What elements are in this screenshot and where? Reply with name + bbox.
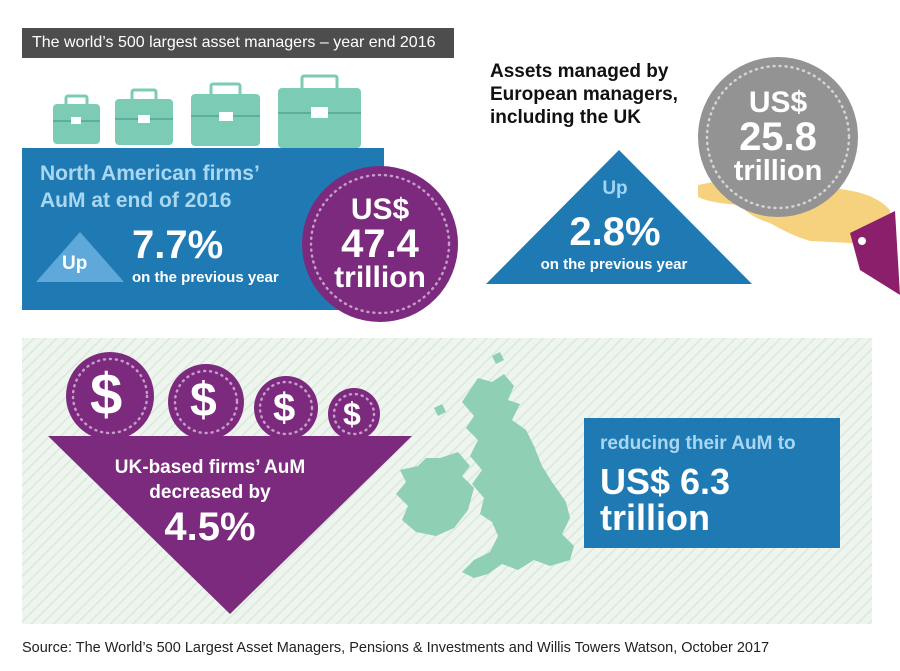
dollar-symbol: $ (273, 386, 296, 430)
north-america-label-line1: North American firms’ (40, 162, 260, 185)
europe-heading: Assets managed by European managers, inc… (490, 60, 678, 129)
north-america-label: North American firms’ AuM at end of 2016 (40, 160, 260, 214)
up-triangle-icon (36, 232, 124, 282)
uk-change: 4.5% (164, 505, 256, 549)
briefcase-icon (191, 82, 260, 146)
north-america-amount-unit: trillion (334, 261, 426, 294)
europe-comparison: on the previous year (540, 256, 688, 273)
uk-label-line1: UK-based firms’ AuM (114, 457, 306, 478)
europe-amount-value: 25.8 (739, 115, 817, 159)
europe-amount: US$ 25.8 trillion (696, 55, 860, 219)
uk-reduce-amount: US$ 6.3 trillion (600, 464, 840, 536)
dollar-coin-icon (254, 376, 318, 440)
dollar-coin-icon (66, 352, 154, 440)
europe-heading-line2: European managers, (490, 84, 678, 105)
europe-up-label: Up (602, 178, 628, 199)
dollar-symbol: $ (90, 362, 123, 427)
briefcase-icon (115, 88, 173, 145)
briefcase-icon (53, 94, 100, 144)
europe-amount-unit: trillion (733, 155, 823, 187)
uk-reduce-box: reducing their AuM to US$ 6.3 trillion (584, 418, 840, 548)
europe-amount-currency: US$ (748, 86, 808, 119)
uk-coins (66, 352, 380, 440)
briefcase-icon (278, 74, 361, 148)
north-america-comparison: on the previous year (132, 269, 279, 286)
north-america-change: 7.7% (132, 223, 224, 267)
dollar-coin-icon (328, 388, 380, 440)
north-america-amount-value: 47.4 (341, 222, 419, 266)
briefcases-illustration (53, 74, 361, 148)
uk-reduce-amount-value: US$ 6.3 (600, 461, 731, 502)
europe-amount-coin (698, 57, 858, 217)
uk-reduce-amount-unit: trillion (600, 497, 710, 538)
header-title: The world’s 500 largest asset managers –… (22, 28, 454, 58)
north-america-amount: US$ 47.4 trillion (300, 164, 460, 324)
uk-label: UK-based firms’ AuM decreased by (80, 455, 340, 505)
dollar-symbol: $ (190, 374, 217, 427)
europe-up-triangle (486, 150, 752, 284)
north-america-label-line2: AuM at end of 2016 (40, 189, 232, 212)
europe-heading-line1: Assets managed by (490, 61, 669, 82)
dollar-coin-icon (168, 364, 244, 440)
dollar-symbol: $ (343, 396, 361, 432)
uk-down-triangle (48, 436, 412, 614)
europe-change: 2.8% (569, 210, 661, 254)
source-note: Source: The World’s 500 Largest Asset Ma… (22, 640, 770, 656)
north-america-up-label: Up (62, 253, 88, 274)
uk-label-line2: decreased by (149, 482, 271, 503)
north-america-amount-circle (302, 166, 458, 322)
uk-reduce-label: reducing their AuM to (600, 433, 796, 454)
north-america-amount-currency: US$ (350, 193, 410, 226)
uk-coin-symbols: $ $ $ $ (64, 350, 394, 446)
europe-heading-line3: including the UK (490, 107, 641, 128)
uk-ireland-map-icon (396, 352, 574, 578)
